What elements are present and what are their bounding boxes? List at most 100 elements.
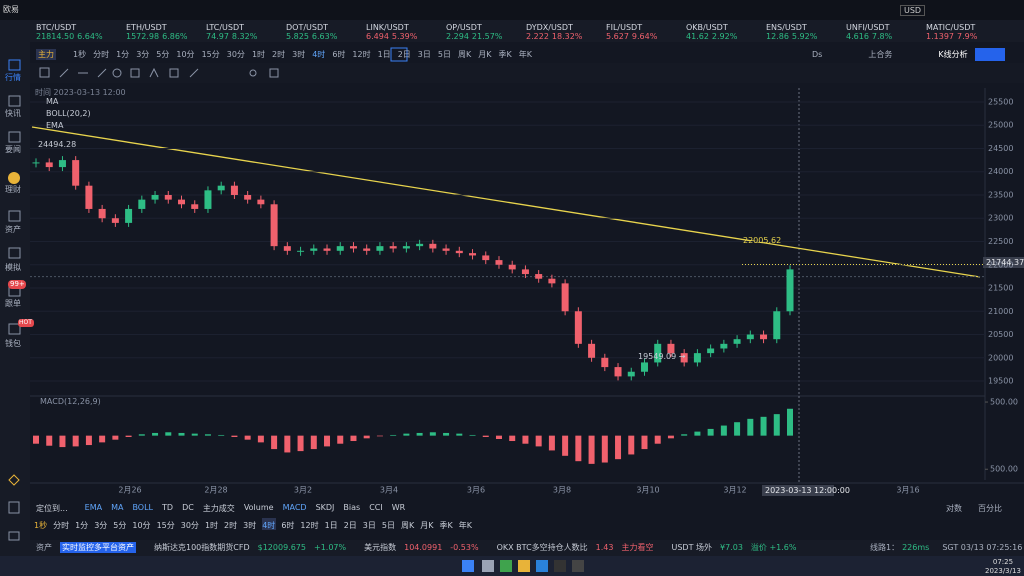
interval-button[interactable]: 12时: [300, 521, 319, 530]
interval-button[interactable]: 30分: [226, 50, 245, 59]
interval-button[interactable]: 6时: [332, 50, 346, 59]
interval-button[interactable]: 15分: [156, 521, 175, 530]
candle: [257, 199, 265, 205]
interval-button[interactable]: 1分: [75, 521, 89, 530]
ticker[interactable]: OKB/USDT 41.62 2.92%: [686, 23, 766, 41]
status-value: 104.0991: [404, 543, 443, 552]
interval-button[interactable]: 月K: [478, 50, 492, 59]
interval-button[interactable]: 年K: [458, 521, 472, 530]
interval-button[interactable]: 3分: [94, 521, 108, 530]
interval-button[interactable]: 季K: [439, 521, 453, 530]
taskbar-icons[interactable]: [462, 560, 584, 572]
interval-button[interactable]: 2时: [224, 521, 238, 530]
sidebar-label[interactable]: 行情: [5, 73, 21, 82]
sidebar-label[interactable]: 跟单: [5, 299, 21, 308]
indicator-button[interactable]: TD: [162, 503, 174, 512]
interval-button[interactable]: 1时: [251, 50, 266, 59]
interval-button[interactable]: 3时: [243, 521, 257, 530]
indicator-button[interactable]: EMA: [84, 503, 103, 512]
toolbar-button[interactable]: 上合务: [868, 50, 893, 59]
ticker[interactable]: DOT/USDT 5.825 6.63%: [286, 23, 366, 41]
locate-button[interactable]: 定位到...: [36, 504, 68, 513]
indicator-button[interactable]: CCI: [369, 503, 383, 512]
interval-button[interactable]: 10分: [176, 50, 195, 59]
interval-button[interactable]: 30分: [180, 521, 199, 530]
monitor-button[interactable]: 实时监控多平台资产: [60, 542, 136, 553]
interval-button[interactable]: 2日: [397, 50, 411, 59]
interval-button[interactable]: 3日: [417, 50, 431, 59]
candle: [574, 311, 582, 344]
interval-button[interactable]: 分时: [53, 521, 70, 530]
interval-button[interactable]: 1日: [377, 50, 391, 59]
interval-button[interactable]: 5日: [381, 521, 395, 530]
indicator-button[interactable]: 主力成交: [202, 504, 235, 513]
interval-button[interactable]: 周K: [400, 521, 415, 530]
drawing-tools[interactable]: [39, 67, 279, 78]
interval-button[interactable]: 6时: [281, 521, 295, 530]
interval-button[interactable]: 10分: [132, 521, 151, 530]
interval-button[interactable]: 15分: [201, 50, 220, 59]
interval-button[interactable]: 4时: [312, 50, 326, 59]
candle: [693, 353, 701, 363]
interval-button[interactable]: 年K: [518, 50, 532, 59]
sidebar-label[interactable]: 要闻: [5, 145, 21, 154]
indicator-button[interactable]: Bias: [343, 503, 361, 512]
macd-bar: [204, 434, 211, 436]
sidebar-label[interactable]: 理财: [5, 185, 21, 194]
interval-button[interactable]: 5日: [437, 50, 451, 59]
ticker[interactable]: LTC/USDT 74.97 8.32%: [206, 23, 286, 41]
ticker[interactable]: FIL/USDT 5.627 9.64%: [606, 23, 686, 41]
macd-bar: [641, 435, 648, 450]
ticker[interactable]: ETH/USDT 1572.98 6.86%: [126, 23, 206, 41]
mode-button[interactable]: 主力: [36, 49, 56, 60]
sidebar-label[interactable]: 快讯: [5, 109, 21, 118]
ticker[interactable]: LINK/USDT 6.494 5.39%: [366, 23, 446, 41]
scale-option[interactable]: 对数: [946, 504, 962, 513]
sidebar-label[interactable]: 资产: [5, 225, 21, 234]
interval-button[interactable]: 2日: [343, 521, 357, 530]
ticker[interactable]: OP/USDT 2.294 21.57%: [446, 23, 526, 41]
interval-button[interactable]: 5分: [156, 50, 170, 59]
sidebar-label[interactable]: 模拟: [5, 263, 21, 272]
indicator-button[interactable]: Volume: [243, 503, 274, 512]
ticker[interactable]: BTC/USDT 21814.50 6.64%: [36, 23, 126, 41]
interval-button[interactable]: 1时: [204, 521, 219, 530]
x-tick-label: 3月16: [896, 486, 919, 495]
interval-button[interactable]: 1秒: [73, 50, 87, 59]
interval-button[interactable]: 2时: [272, 50, 286, 59]
interval-button[interactable]: 4时: [262, 521, 276, 530]
interval-button[interactable]: 周K: [457, 50, 472, 59]
interval-button[interactable]: 12时: [352, 50, 371, 59]
indicator-button[interactable]: BOLL: [132, 503, 154, 512]
indicator-button[interactable]: SKDJ: [315, 503, 335, 512]
ticker[interactable]: UNFI/USDT 4.616 7.8%: [846, 23, 926, 41]
interval-button[interactable]: 季K: [498, 50, 512, 59]
ticker[interactable]: ENS/USDT 12.86 5.92%: [766, 23, 846, 41]
currency-select[interactable]: USD: [900, 5, 926, 16]
sidebar-label[interactable]: 钱包: [5, 339, 21, 348]
ticker-change: 2.92%: [711, 32, 738, 41]
analysis-button[interactable]: [975, 48, 1005, 61]
interval-button[interactable]: 3时: [292, 50, 306, 59]
interval-button[interactable]: 月K: [420, 521, 434, 530]
status-value: -0.53%: [450, 543, 479, 552]
interval-button[interactable]: 1秒: [34, 521, 48, 530]
macd-bar: [535, 435, 542, 447]
ticker[interactable]: MATIC/USDT 1.1397 7.9%: [926, 23, 1006, 41]
indicator-button[interactable]: MACD: [282, 503, 307, 512]
status-text: 线路1：: [870, 543, 900, 552]
interval-button[interactable]: 1日: [324, 521, 338, 530]
indicator-button[interactable]: WR: [391, 503, 406, 512]
interval-button[interactable]: 5分: [113, 521, 127, 530]
toolbar-button[interactable]: K线分析: [938, 50, 968, 59]
toolbar-button[interactable]: Ds: [812, 50, 823, 59]
interval-button[interactable]: 1分: [116, 50, 130, 59]
scale-option[interactable]: 百分比: [978, 504, 1002, 513]
interval-button[interactable]: 分时: [93, 50, 110, 59]
interval-button[interactable]: 3分: [136, 50, 150, 59]
indicator-button[interactable]: MA: [111, 503, 124, 512]
sidebar-icons[interactable]: [8, 59, 21, 541]
indicator-button[interactable]: DC: [182, 503, 194, 512]
interval-button[interactable]: 3日: [362, 521, 376, 530]
ticker[interactable]: DYDX/USDT 2.222 18.32%: [526, 23, 606, 41]
